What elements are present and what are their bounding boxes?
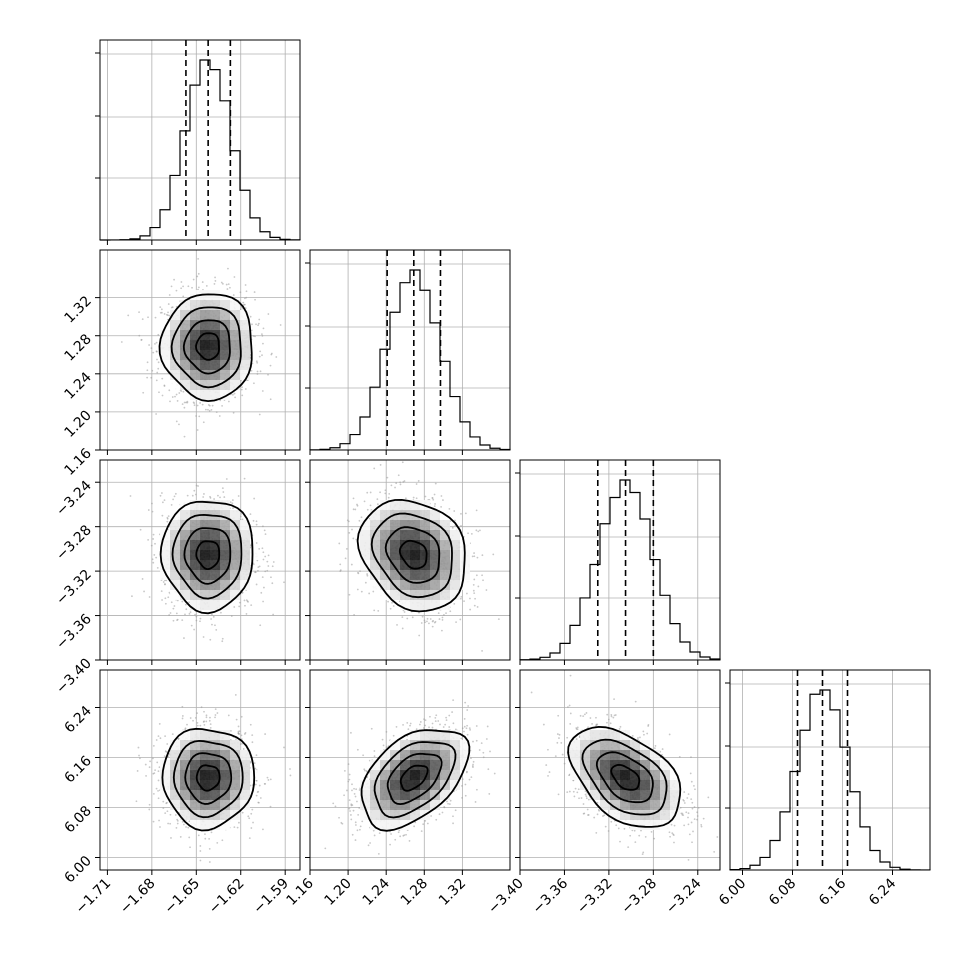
y-tick-label: 6.08 [61, 803, 94, 836]
x-tick-label: 6.00 [716, 876, 749, 909]
histogram-step [729, 689, 931, 871]
panel-frame [519, 669, 721, 871]
contour-line [384, 526, 441, 584]
x-tick-label: −1.71 [73, 876, 115, 918]
x-tick-label: 1.16 [283, 875, 316, 908]
y-tick-label: 1.28 [61, 331, 94, 364]
x-tick-label: −3.28 [619, 876, 661, 918]
histogram-step [99, 59, 301, 241]
contour-line [161, 727, 256, 832]
y-tick-label: −3.40 [53, 656, 95, 698]
contour-line [170, 306, 242, 389]
contour-line [171, 513, 243, 600]
contour-line [184, 752, 233, 805]
y-tick-label: −3.28 [53, 522, 95, 564]
contour-line [595, 751, 654, 804]
contour-line [386, 752, 443, 806]
contour-line [159, 500, 254, 615]
x-tick-label: −3.24 [663, 875, 705, 917]
scatter-panel-3-1 [309, 669, 511, 871]
y-tick-label: −3.32 [53, 567, 95, 609]
contour-line [567, 725, 682, 828]
contour-line [360, 729, 471, 832]
histogram-step [309, 269, 511, 451]
contour-line [581, 738, 668, 816]
scatter-panel-2-1 [309, 459, 511, 661]
histogram-panel-1 [305, 249, 511, 451]
histogram-step [519, 479, 721, 661]
panel-frame [729, 669, 931, 871]
y-tick-label: 1.20 [61, 407, 94, 440]
x-tick-label: 1.28 [398, 876, 431, 909]
contour-line [195, 540, 221, 571]
contour-line [370, 512, 453, 599]
panel-frame [99, 459, 301, 661]
x-tick-label: 1.20 [322, 876, 355, 909]
contour-line [195, 332, 220, 361]
y-tick-label: −3.36 [53, 611, 95, 653]
panel-frame [309, 249, 511, 451]
contour-line [356, 498, 466, 613]
contour-line [195, 764, 221, 792]
x-tick-label: 6.08 [766, 876, 799, 909]
scatter-panel-3-2 [519, 669, 721, 871]
x-tick-label: −3.40 [485, 876, 527, 918]
y-tick-label: −3.24 [53, 478, 95, 520]
x-tick-label: 1.24 [360, 875, 393, 908]
contour-line [610, 763, 641, 791]
histogram-panel-3 [725, 669, 931, 871]
x-tick-label: 6.16 [816, 875, 849, 908]
scatter-panel-1-0 [99, 249, 301, 451]
histogram-panel-2 [515, 459, 721, 661]
x-tick-label: 1.32 [436, 876, 469, 909]
histogram-panel-0 [95, 39, 301, 241]
panel-frame [309, 669, 511, 871]
x-tick-label: −1.65 [161, 876, 203, 918]
contour-line [172, 739, 244, 819]
scatter-panel-2-0 [99, 459, 301, 661]
x-tick-label: −1.62 [206, 876, 248, 918]
y-tick-label: 1.32 [61, 293, 94, 326]
contour-line [399, 764, 429, 792]
panel-frame [99, 39, 301, 241]
x-tick-label: −1.68 [117, 876, 159, 918]
y-tick-label: 1.16 [61, 445, 94, 478]
y-tick-label: 6.00 [61, 853, 94, 886]
contour-line [373, 741, 457, 819]
x-tick-label: −3.32 [574, 876, 616, 918]
panel-frame [99, 669, 301, 871]
scatter-panel-3-0 [99, 669, 301, 871]
y-tick-label: 6.16 [61, 753, 94, 786]
y-tick-label: 1.24 [61, 369, 94, 402]
y-tick-label: 6.24 [61, 703, 94, 736]
panel-frame [99, 249, 301, 451]
panel-frame [519, 459, 721, 661]
contour-line [183, 527, 232, 585]
contour-line [158, 293, 253, 403]
panel-frame [309, 459, 511, 661]
contour-line [182, 319, 231, 375]
x-tick-label: 6.24 [866, 875, 899, 908]
contour-line [398, 539, 428, 570]
x-tick-label: −3.36 [530, 875, 572, 917]
